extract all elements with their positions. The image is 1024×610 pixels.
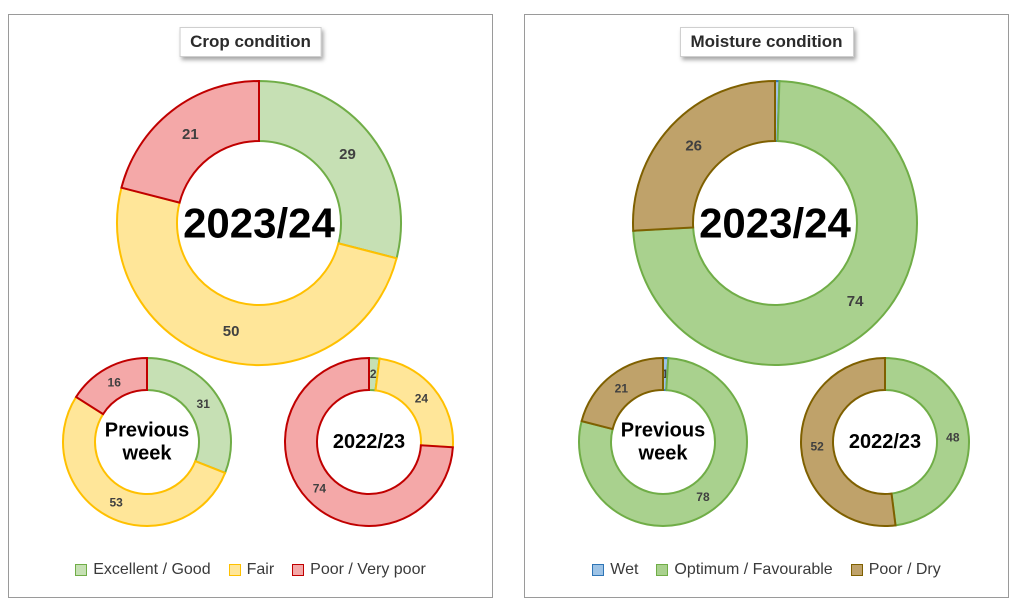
donut-slice: [258, 79, 402, 260]
donut-slice: [578, 357, 748, 527]
slice-value-label: 21: [182, 126, 199, 143]
slice-value-label: 29: [339, 146, 356, 163]
donut-center-label: 2023/24: [183, 200, 335, 247]
donut-slice: [74, 356, 148, 416]
legend-swatch: [592, 564, 605, 576]
legend-swatch: [228, 564, 241, 576]
slice-value-label: 2: [370, 367, 377, 381]
moisture-condition-legend: Wet Optimum / Favourable Poor / Dry: [525, 561, 1008, 579]
legend-label: Excellent / Good: [93, 561, 211, 578]
donut-slice: [632, 79, 776, 232]
donut-slice: [146, 356, 232, 475]
legend-swatch: [75, 564, 88, 576]
moisture-condition-panel: Moisture condition 74 26 2023/24 1 78 21 Previ…: [524, 14, 1009, 598]
slice-value-label: 74: [847, 293, 864, 310]
legend-swatch: [656, 564, 669, 576]
donut-slice: [116, 186, 398, 366]
legend-item-wet: Wet: [592, 561, 638, 579]
legend-label: Poor / Very poor: [310, 561, 426, 578]
donut-slice: [800, 356, 897, 527]
donut-center-label: 2022/23: [849, 431, 921, 453]
crop-condition-title: Crop condition: [179, 27, 322, 57]
slice-value-label: 74: [313, 482, 327, 496]
donut-center-label: Previous: [105, 420, 189, 442]
legend-swatch: [292, 564, 305, 576]
legend-label: Poor / Dry: [868, 561, 941, 578]
donut-slice: [62, 395, 227, 527]
legend-label: Wet: [610, 561, 639, 578]
slice-value-label: 26: [685, 137, 702, 154]
slice-value-label: 24: [415, 392, 429, 406]
donut-center-label: week: [638, 443, 689, 465]
moisture-condition-title: Moisture condition: [679, 27, 854, 57]
donut-center-label: 2023/24: [699, 200, 851, 247]
donut-center-label: Previous: [621, 420, 705, 442]
donut-center-label: 2022/23: [333, 431, 405, 453]
crop-condition-legend: Excellent / Good Fair Poor / Very poor: [9, 561, 492, 579]
legend-item-poor-very-poor: Poor / Very poor: [292, 561, 426, 579]
slice-value-label: 50: [223, 323, 240, 340]
slice-value-label: 16: [108, 375, 122, 389]
donut-slice: [580, 356, 664, 431]
slice-value-label: 53: [109, 496, 123, 510]
slice-value-label: 52: [810, 439, 824, 453]
legend-label: Fair: [246, 561, 275, 578]
donut-slice: [632, 80, 918, 366]
legend-item-poor-dry: Poor / Dry: [850, 561, 941, 579]
donut-center-label: week: [122, 443, 173, 465]
legend-item-optimum-favourable: Optimum / Favourable: [656, 561, 833, 579]
slice-value-label: 31: [197, 397, 211, 411]
donut-slice: [884, 356, 970, 527]
slice-value-label: 21: [615, 381, 629, 395]
legend-item-excellent-good: Excellent / Good: [75, 561, 211, 579]
legend-label: Optimum / Favourable: [674, 561, 833, 578]
slice-value-label: 78: [696, 490, 710, 504]
legend-swatch: [850, 564, 863, 576]
donut-slice: [120, 79, 260, 204]
legend-item-fair: Fair: [228, 561, 275, 579]
crop-condition-panel: Crop condition 29 50 21 2023/24 31 53 16 Previo…: [8, 14, 493, 598]
donut-slice: [284, 356, 454, 527]
slice-value-label: 48: [946, 431, 960, 445]
slice-value-label: 1: [662, 367, 669, 381]
